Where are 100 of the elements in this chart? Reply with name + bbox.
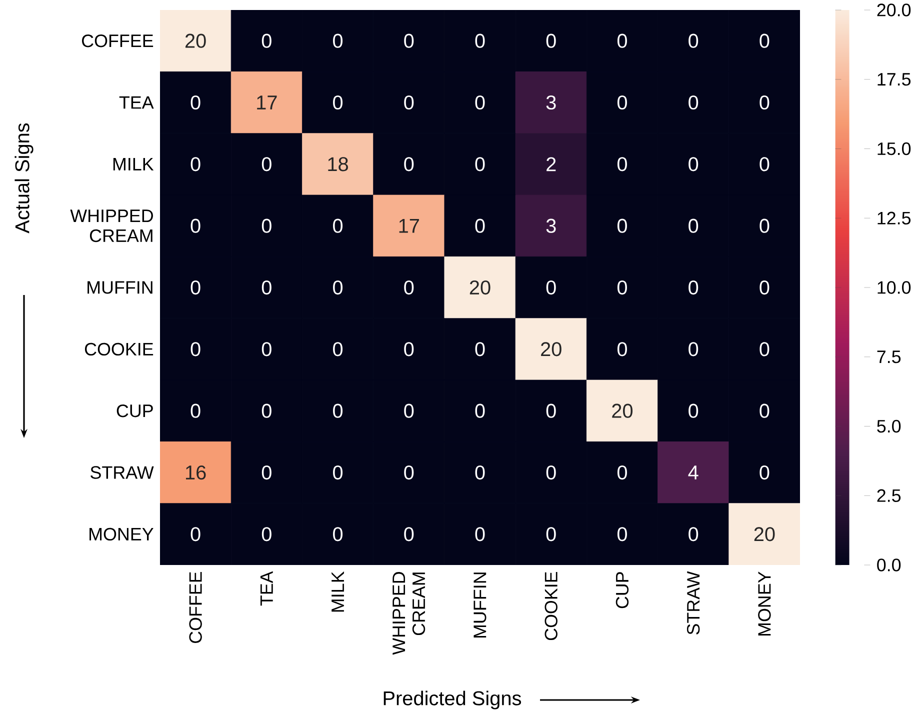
y-tick-label: MILK: [113, 158, 154, 170]
data-label: 0: [688, 34, 698, 48]
x-tick-label: MONEY: [758, 572, 771, 636]
data-label: 0: [262, 404, 272, 418]
data-label: 4: [688, 466, 698, 480]
data-label: 0: [190, 342, 200, 356]
data-label: 0: [404, 95, 414, 110]
data-label: 0: [333, 527, 343, 542]
data-label: 0: [760, 95, 770, 110]
x-tick-label: TEA: [260, 571, 273, 606]
data-label: 0: [617, 157, 627, 172]
data-label: 0: [404, 342, 414, 356]
data-label: 0: [475, 404, 485, 418]
y-tick-label: STRAW: [90, 466, 154, 479]
data-label: 0: [190, 218, 200, 233]
data-label: 0: [262, 280, 272, 295]
data-label: 0: [760, 280, 770, 295]
color-bar-label: 7.5: [877, 350, 901, 364]
x-tick-label: CUP: [616, 572, 629, 608]
data-label: 0: [404, 465, 414, 480]
data-label: 0: [760, 157, 770, 172]
data-label: 0: [333, 342, 343, 356]
data-label: 0: [688, 342, 698, 356]
data-label: 0: [688, 157, 698, 172]
data-label: 0: [262, 218, 272, 233]
y-tick-label: MONEY: [90, 528, 154, 541]
y-tick-label: COOKIE: [84, 342, 154, 356]
data-label: 0: [546, 34, 556, 48]
color-bar-label: 2.5: [877, 489, 901, 502]
data-label: 0: [617, 342, 627, 356]
data-label: 0: [262, 157, 272, 172]
data-label: 0: [262, 527, 272, 542]
data-label: 0: [333, 218, 343, 233]
data-label: 0: [404, 280, 414, 295]
data-label: 0: [760, 218, 770, 233]
data-label: 0: [333, 95, 343, 110]
y-axis-title: Actual Signs: [14, 123, 34, 234]
data-label: 0: [760, 404, 770, 418]
data-label: 0: [475, 218, 485, 233]
data-label: 0: [190, 527, 200, 542]
data-label: 0: [760, 342, 770, 356]
data-label: 0: [190, 95, 200, 110]
y-tick-label: MUFFIN: [88, 281, 152, 294]
data-label: 2: [546, 157, 556, 172]
y-tick-label: WHIPPED CREAM: [70, 210, 153, 242]
data-label: 3: [546, 218, 556, 233]
data-label: 0: [546, 280, 556, 295]
data-label: 0: [617, 527, 627, 542]
y-tick-label: TEA: [119, 96, 154, 109]
data-label: 0: [333, 465, 343, 480]
data-label: 0: [617, 218, 627, 233]
data-label: 0: [475, 157, 485, 172]
x-tick-label: WHIPPED CREAM: [392, 572, 426, 655]
color-bar-label: 0.0: [877, 558, 901, 572]
data-label: 0: [688, 95, 698, 110]
data-label: 0: [262, 465, 272, 480]
data-label: 0: [404, 404, 414, 418]
data-label: 0: [617, 34, 627, 48]
data-label: 20: [185, 34, 206, 48]
x-tick-label: MILK: [332, 571, 344, 612]
color-bar-label: 12.5: [878, 212, 911, 224]
data-label: 0: [404, 157, 414, 172]
data-label: 0: [190, 280, 200, 295]
color-bar-label: 20.0: [877, 4, 911, 16]
data-label: 0: [475, 95, 485, 110]
color-bar-label: 15.0: [878, 142, 911, 156]
y-tick-label: COFFEE: [82, 34, 154, 48]
x-tick-label: STRAW: [686, 571, 700, 634]
data-label: 0: [760, 34, 770, 48]
data-label: 0: [688, 527, 698, 542]
x-tick-label: COOKIE: [544, 572, 558, 640]
data-label: 0: [404, 527, 414, 542]
data-label: 0: [688, 404, 698, 418]
data-label: 17: [399, 219, 419, 233]
x-tick-label: MUFFIN: [474, 572, 486, 638]
data-label: 0: [688, 280, 698, 295]
color-bar-label: 10.0: [878, 281, 911, 294]
data-label: 0: [546, 527, 556, 542]
data-label: 20: [541, 342, 562, 356]
data-label: 0: [617, 465, 627, 480]
data-label: 20: [612, 404, 633, 418]
data-label: 0: [262, 342, 272, 356]
data-label: 17: [257, 96, 277, 110]
data-label: 0: [475, 527, 485, 542]
data-label: 0: [475, 342, 485, 356]
x-tick-label: COFFEE: [189, 572, 202, 644]
color-bar-label: 17.5: [878, 73, 911, 86]
data-label: 0: [688, 218, 698, 233]
data-label: 20: [754, 527, 775, 542]
data-label: 16: [186, 465, 206, 480]
x-axis-title: Predicted Signs: [384, 690, 522, 710]
data-label: 0: [333, 280, 343, 295]
data-label: 0: [546, 465, 556, 480]
y-tick-label: CUP: [116, 404, 153, 418]
data-label: 0: [190, 157, 200, 172]
data-label: 18: [328, 157, 348, 172]
data-label: 0: [333, 404, 343, 418]
data-label: 0: [617, 280, 627, 295]
data-label: 0: [475, 465, 485, 480]
color-bar-label: 5.0: [877, 420, 901, 433]
